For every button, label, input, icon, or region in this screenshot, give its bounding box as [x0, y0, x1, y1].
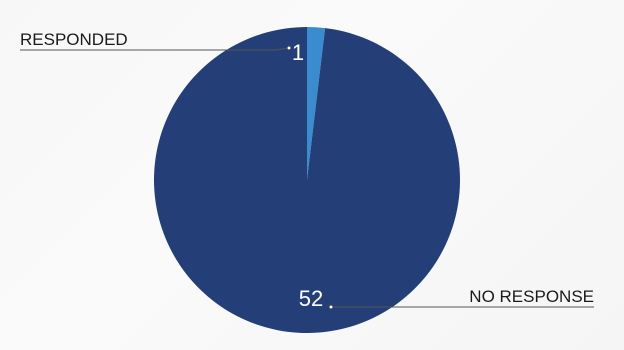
leader-line-responded: [20, 47, 290, 51]
slice-value-no-response: 52: [299, 286, 323, 311]
leader-lines: [20, 45, 594, 310]
pie-slice-no-response: [153, 27, 460, 333]
leader-line-no-response-marker: [328, 304, 334, 310]
slice-label-responded: RESPONDED: [20, 30, 128, 49]
slice-value-responded: 1: [292, 40, 304, 65]
pie-slices: [153, 27, 460, 333]
leader-line-responded-marker: [286, 45, 292, 51]
slice-label-no-response: NO RESPONSE: [469, 287, 594, 306]
pie-slice-responded: [307, 27, 326, 180]
